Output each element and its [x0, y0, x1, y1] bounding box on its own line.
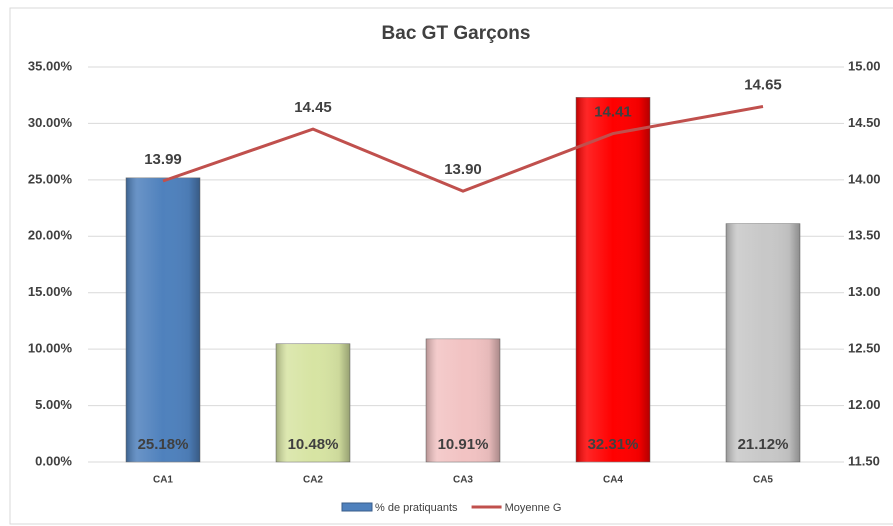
x-tick-label: CA2 — [303, 475, 323, 486]
y-tick-label: 5.00% — [35, 397, 72, 412]
y2-tick-label: 13.00 — [848, 284, 881, 299]
line-value-label: 13.99 — [144, 151, 182, 168]
y2-tick-label: 14.50 — [848, 115, 881, 130]
bar-value-label: 21.12% — [738, 436, 789, 453]
x-tick-label: CA3 — [453, 475, 473, 486]
line-value-label: 14.65 — [744, 76, 782, 93]
line — [162, 105, 764, 193]
chart-title: Bac GT Garçons — [382, 23, 531, 44]
y-tick-label: 10.00% — [28, 341, 73, 356]
y2-tick-label: 12.00 — [848, 397, 881, 412]
y2-tick-label: 12.50 — [848, 341, 881, 356]
x-tick-label: CA4 — [603, 475, 623, 486]
line-value-label: 13.90 — [444, 161, 482, 178]
bar-value-label: 10.91% — [438, 436, 489, 453]
bar-value-label: 25.18% — [138, 436, 189, 453]
y-tick-label: 20.00% — [28, 228, 73, 243]
bar-value-label: 32.31% — [588, 436, 639, 453]
y-tick-label: 25.00% — [28, 171, 73, 186]
y-tick-label: 15.00% — [28, 284, 73, 299]
y2-tick-label: 14.00 — [848, 171, 881, 186]
y2-tick-label: 11.50 — [848, 453, 880, 468]
line-value-label: 14.45 — [294, 99, 332, 116]
y2-tick-label: 15.00 — [848, 58, 881, 73]
x-tick-label: CA1 — [153, 475, 173, 486]
bar-value-label: 10.48% — [288, 436, 339, 453]
legend-swatch — [341, 502, 373, 512]
bar-shade — [276, 343, 350, 462]
legend-label: % de pratiquants — [375, 502, 458, 514]
legend-label: Moyenne G — [505, 502, 562, 514]
y-tick-label: 0.00% — [35, 453, 72, 468]
bar-shade — [726, 223, 800, 462]
y-tick-label: 35.00% — [28, 58, 73, 73]
x-tick-label: CA5 — [753, 475, 773, 486]
bar-shade — [576, 97, 650, 462]
y-tick-label: 30.00% — [28, 115, 73, 130]
bar-shade — [126, 177, 200, 462]
y2-tick-label: 13.50 — [848, 228, 881, 243]
bar-shade — [426, 338, 500, 462]
line-value-label: 14.41 — [594, 104, 632, 121]
